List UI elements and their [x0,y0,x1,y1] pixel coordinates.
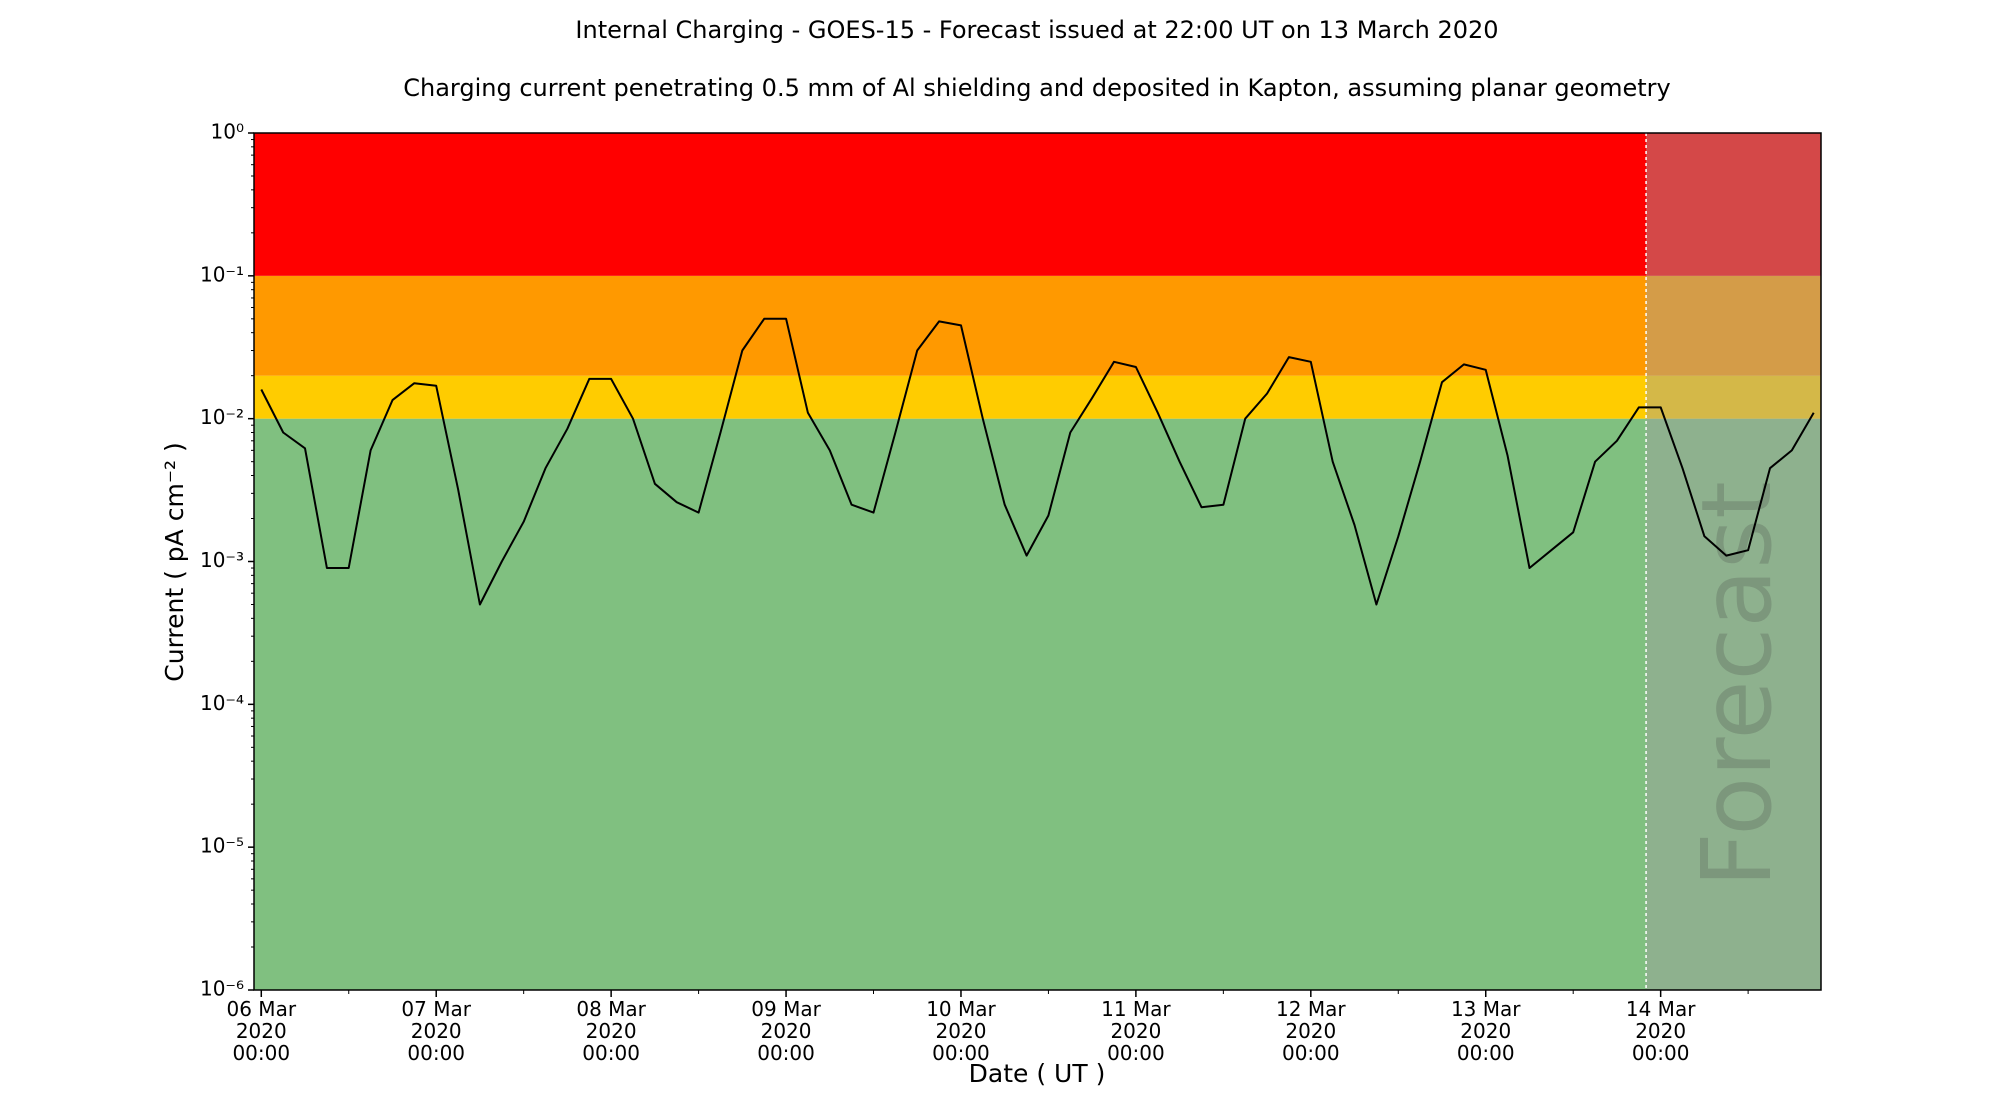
x-tick-label: 07 Mar 2020 00:00 [401,997,471,1065]
risk-band [254,418,1821,991]
x-axis-label: Date ( UT ) [969,1059,1106,1088]
y-tick-label: 10⁻⁵ [200,834,244,858]
y-tick-label: 10⁻² [200,405,244,429]
y-tick-label: 10⁻⁶ [200,977,244,1001]
x-tick-label: 12 Mar 2020 00:00 [1276,997,1346,1065]
y-axis-label: Current ( pA cm⁻² ) [160,442,189,681]
x-tick-label: 13 Mar 2020 00:00 [1451,997,1521,1065]
forecast-region [1646,133,1821,990]
x-tick-label: 06 Mar 2020 00:00 [227,997,297,1065]
chart-title: Internal Charging - GOES-15 - Forecast i… [575,16,1498,44]
y-tick-label: 10⁻¹ [200,262,244,286]
risk-band [254,375,1821,419]
x-tick-label: 09 Mar 2020 00:00 [751,997,821,1065]
risk-band [254,275,1821,376]
x-tick-label: 14 Mar 2020 00:00 [1626,997,1696,1065]
x-tick-label: 08 Mar 2020 00:00 [576,997,646,1065]
forecast-label: Forecast [1681,481,1793,887]
y-tick-label: 10⁻³ [200,548,244,572]
data-line [260,317,1815,606]
risk-band [254,133,1821,276]
y-tick-label: 10⁰ [211,120,244,144]
chart-subtitle: Charging current penetrating 0.5 mm of A… [403,74,1671,102]
y-tick-label: 10⁻⁴ [200,691,244,715]
x-tick-label: 11 Mar 2020 00:00 [1101,997,1171,1065]
x-tick-label: 10 Mar 2020 00:00 [926,997,996,1065]
